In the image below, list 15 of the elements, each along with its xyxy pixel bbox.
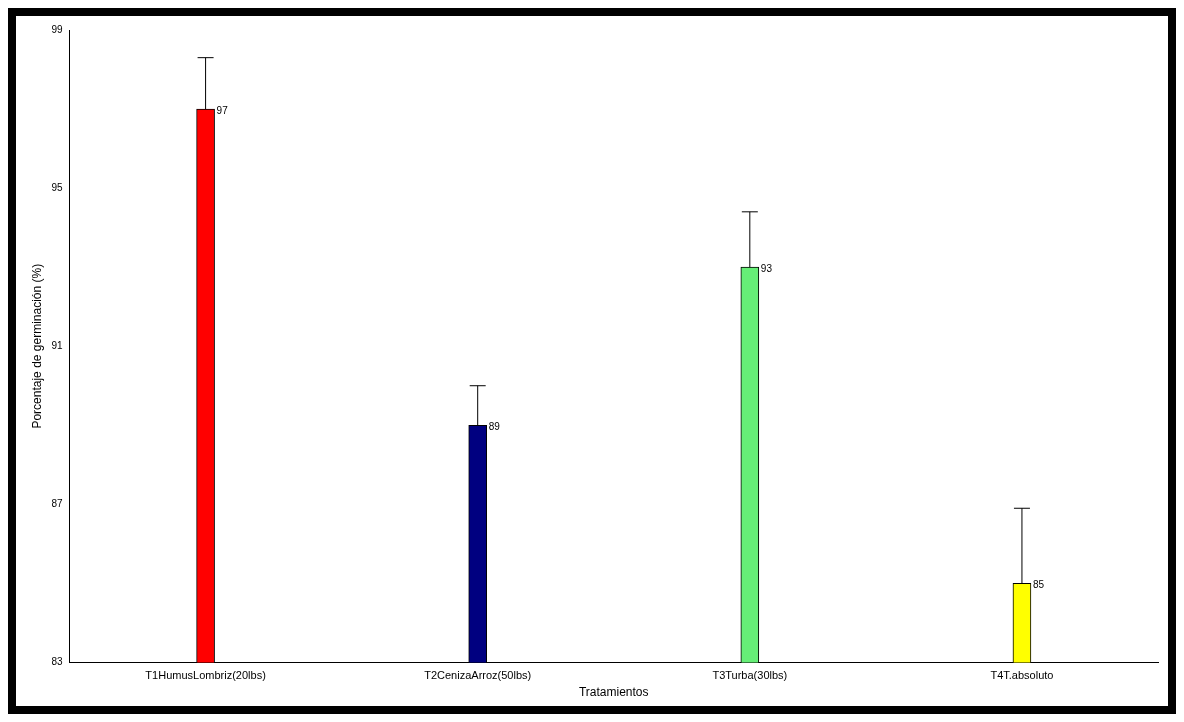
data-label: 93 bbox=[760, 262, 773, 274]
y-tick-label: 83 bbox=[51, 656, 63, 668]
y-tick-label: 95 bbox=[51, 181, 63, 193]
data-label: 89 bbox=[488, 421, 501, 432]
data-label: 85 bbox=[1032, 579, 1045, 591]
data-label: 97 bbox=[216, 104, 229, 116]
x-tick-label: T2CenizaArroz(50lbs) bbox=[424, 669, 532, 682]
x-tick-label: T1HumusLombriz(20lbs) bbox=[145, 669, 266, 682]
y-tick-label: 99 bbox=[51, 23, 63, 35]
x-tick-label: T3Turba(30lbs) bbox=[712, 669, 788, 682]
x-tick-label: T4T.absoluto bbox=[990, 669, 1054, 682]
y-axis-title: Porcentaje de germinación (%) bbox=[29, 263, 44, 429]
y-tick-label: 91 bbox=[51, 339, 63, 351]
x-axis-title: Tratamientos bbox=[578, 685, 649, 700]
y-tick-label: 87 bbox=[51, 498, 63, 510]
